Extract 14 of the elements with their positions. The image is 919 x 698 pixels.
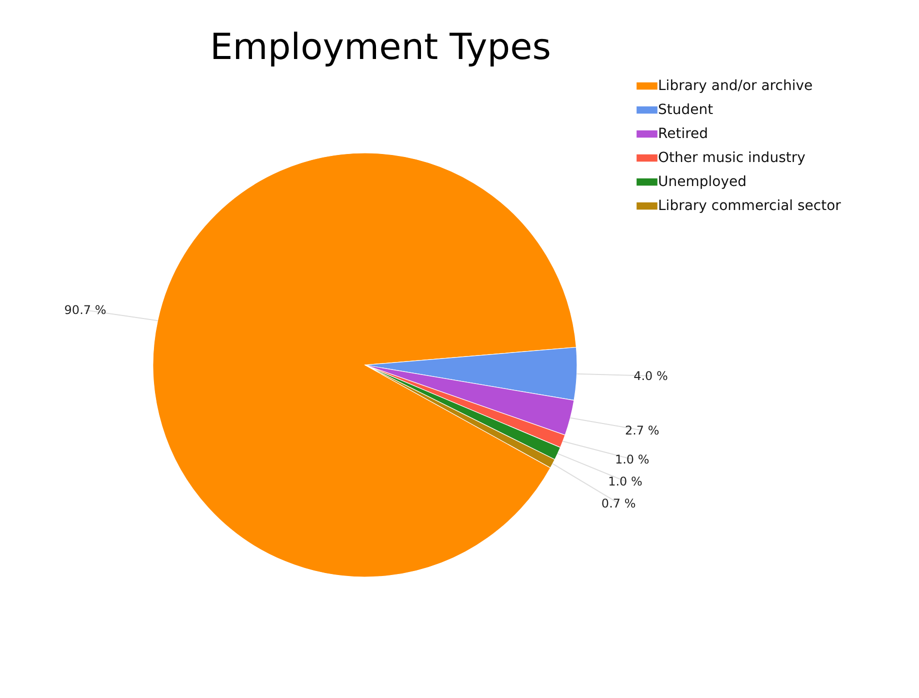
legend-label: Unemployed (658, 174, 746, 190)
legend-label: Other music industry (658, 150, 806, 166)
legend-label: Library commercial sector (658, 198, 842, 214)
data-label: 1.0 % (614, 452, 650, 466)
data-label: 0.7 % (601, 496, 636, 510)
pie-slice (152, 153, 577, 578)
legend-label: Retired (658, 126, 708, 142)
data-label: 2.7 % (624, 423, 660, 438)
data-label: 90.7 % (64, 303, 106, 318)
legend-label: Library and/or archive (658, 78, 813, 94)
data-label: 4.0 % (634, 368, 668, 383)
legend-label: Student (658, 102, 714, 118)
data-label: 1.0 % (608, 474, 642, 488)
chart-title: Employment Types (210, 27, 552, 68)
